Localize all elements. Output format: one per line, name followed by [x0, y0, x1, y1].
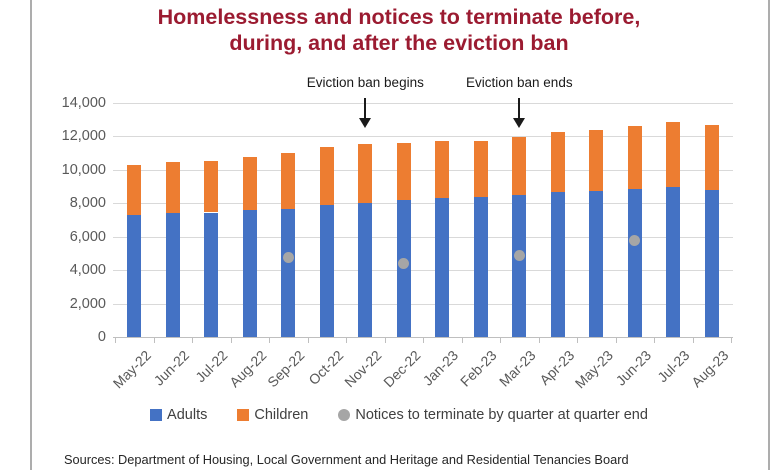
bar-segment-children	[358, 144, 373, 204]
annotation-arrow-head	[513, 118, 526, 128]
y-axis-tick-label: 12,000	[61, 128, 106, 145]
x-axis-tick	[615, 338, 617, 343]
sources-note: Sources: Department of Housing, Local Go…	[64, 452, 629, 467]
gridline	[113, 303, 733, 305]
bar-segment-adults	[435, 198, 450, 337]
gridline	[113, 236, 733, 238]
legend-label-children: Children	[254, 407, 309, 423]
x-axis-tick	[269, 338, 270, 343]
notices-point	[282, 252, 294, 264]
bar-segment-children	[704, 124, 719, 190]
gridline	[113, 270, 733, 272]
x-axis-tick	[423, 338, 424, 343]
card-frame	[30, 0, 770, 470]
x-axis-tick	[115, 338, 116, 343]
chart-title-line2: during, and after the eviction ban	[229, 31, 569, 56]
x-axis-tick	[307, 338, 309, 343]
y-axis-tick-label: 6,000	[69, 228, 106, 245]
gridline	[113, 103, 733, 104]
x-axis-tick	[346, 338, 347, 343]
x-axis-tick	[500, 338, 501, 343]
chart-title: Homelessness and notices to terminate be…	[32, 4, 766, 56]
x-axis-tick	[538, 338, 540, 343]
bar-segment-children	[319, 146, 334, 205]
gridline	[113, 136, 733, 138]
bar-segment-children	[396, 143, 411, 200]
x-axis-tick	[577, 338, 578, 343]
legend-item-adults: Adults	[150, 407, 207, 423]
notices-point	[513, 250, 525, 262]
x-axis-tick	[192, 338, 193, 343]
x-axis-tick	[692, 338, 694, 343]
legend-item-children: Children	[237, 407, 308, 423]
legend: Adults Children Notices to terminate by …	[32, 407, 766, 423]
annotation-arrow-line	[518, 98, 521, 119]
y-axis-tick-label: 0	[97, 329, 106, 345]
bar-segment-adults	[627, 189, 642, 337]
bar-segment-adults	[512, 194, 527, 337]
notices-point	[398, 258, 410, 269]
bar-segment-children	[666, 122, 681, 187]
bar-segment-adults	[704, 189, 719, 337]
x-axis-tick	[384, 338, 386, 343]
y-axis-tick-label: 4,000	[69, 262, 106, 279]
bar-segment-adults	[589, 190, 604, 338]
legend-marker-children	[237, 409, 250, 421]
bar-segment-adults	[550, 192, 565, 337]
bar-segment-adults	[204, 212, 219, 337]
legend-item-notices: Notices to terminate by quarter at quart…	[338, 407, 648, 423]
gridline	[113, 169, 733, 171]
bar-segment-children	[550, 132, 565, 193]
legend-label-adults: Adults	[167, 407, 208, 423]
bar-segment-children	[127, 164, 142, 215]
gridline	[113, 203, 733, 205]
bar-segment-children	[627, 126, 642, 190]
bar-segment-adults	[666, 186, 681, 337]
bar-segment-adults	[165, 213, 180, 337]
x-axis-tick	[654, 338, 655, 343]
y-axis-tick-label: 8,000	[69, 195, 106, 212]
bar-segment-children	[512, 137, 527, 195]
y-axis-tick-label: 2,000	[69, 295, 106, 312]
bar-segment-children	[435, 140, 450, 199]
legend-marker-adults	[150, 409, 163, 421]
x-axis-tick	[230, 338, 232, 343]
chart-title-line1: Homelessness and notices to terminate be…	[157, 5, 641, 29]
y-axis-tick-label: 14,000	[61, 95, 106, 111]
bar-segment-children	[242, 156, 257, 210]
y-axis-tick-label: 10,000	[61, 161, 106, 178]
bar-segment-children	[589, 129, 604, 191]
x-axis-tick	[461, 338, 463, 343]
bar-segment-adults	[127, 215, 142, 337]
x-axis-line	[113, 337, 733, 338]
bar-segment-adults	[473, 196, 488, 337]
notices-point	[629, 235, 641, 247]
bar-segment-adults	[242, 210, 257, 337]
annotation-label: Eviction ban ends	[466, 75, 573, 90]
annotation-arrow-head	[359, 118, 372, 128]
bar-segment-children	[204, 160, 219, 213]
x-axis-tick	[731, 338, 732, 343]
annotation-label: Eviction ban begins	[306, 75, 424, 90]
bar-segment-children	[281, 153, 296, 210]
bar-segment-adults	[358, 203, 373, 337]
legend-marker-notices	[338, 409, 351, 421]
bar-segment-children	[165, 162, 180, 214]
legend-label-notices: Notices to terminate by quarter at quart…	[355, 407, 648, 423]
bar-segment-children	[473, 140, 488, 197]
x-axis-tick	[153, 338, 155, 343]
annotation-arrow-line	[364, 98, 367, 119]
bar-segment-adults	[281, 209, 296, 337]
bar-segment-adults	[319, 205, 334, 337]
